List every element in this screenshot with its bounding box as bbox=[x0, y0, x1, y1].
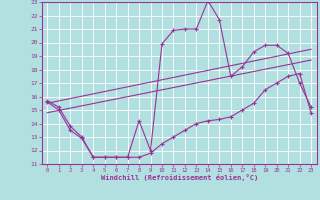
X-axis label: Windchill (Refroidissement éolien,°C): Windchill (Refroidissement éolien,°C) bbox=[100, 174, 258, 181]
